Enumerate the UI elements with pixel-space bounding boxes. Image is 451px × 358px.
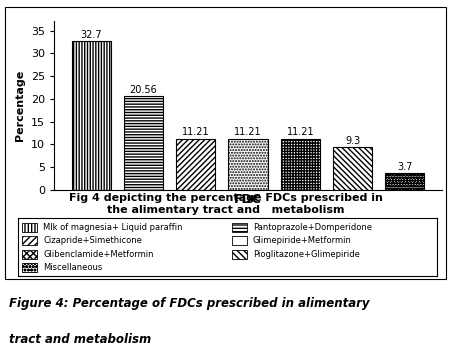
Bar [229,139,267,190]
Text: 3.7: 3.7 [397,161,413,171]
Bar [124,96,163,190]
Bar [232,236,247,245]
Bar [385,173,424,190]
Text: Pantoprazole+Domperidone: Pantoprazole+Domperidone [253,223,372,232]
Bar [232,250,247,259]
Text: 9.3: 9.3 [345,136,360,146]
Text: tract and metabolism: tract and metabolism [9,333,151,346]
Text: Fig 4 depicting the percentage FDCs prescribed in
the alimentary tract and   met: Fig 4 depicting the percentage FDCs pres… [69,193,382,215]
Bar [232,223,247,232]
Text: Pioglitazone+Glimepiride: Pioglitazone+Glimepiride [253,250,360,259]
Bar [281,139,320,190]
Text: Miscellaneous: Miscellaneous [43,263,102,272]
Bar [22,250,37,259]
Text: 11.21: 11.21 [286,127,314,137]
Bar [176,139,216,190]
Bar [22,236,37,245]
Text: 11.21: 11.21 [234,127,262,137]
Text: 20.56: 20.56 [130,85,157,95]
Text: Mlk of magnesia+ Liquid paraffin: Mlk of magnesia+ Liquid paraffin [43,223,183,232]
Bar [22,223,37,232]
Bar [333,147,372,190]
Text: Glimepiride+Metformin: Glimepiride+Metformin [253,236,352,245]
Text: Glibenclamide+Metformin: Glibenclamide+Metformin [43,250,154,259]
Text: Figure 4: Percentage of FDCs prescribed in alimentary: Figure 4: Percentage of FDCs prescribed … [9,297,369,310]
Bar [72,41,111,190]
Y-axis label: Percentage: Percentage [15,70,25,141]
Text: Cizapride+Simethicone: Cizapride+Simethicone [43,236,142,245]
Text: 32.7: 32.7 [81,30,102,40]
Text: 11.21: 11.21 [182,127,210,137]
Bar [22,263,37,272]
X-axis label: FDC: FDC [234,193,262,205]
